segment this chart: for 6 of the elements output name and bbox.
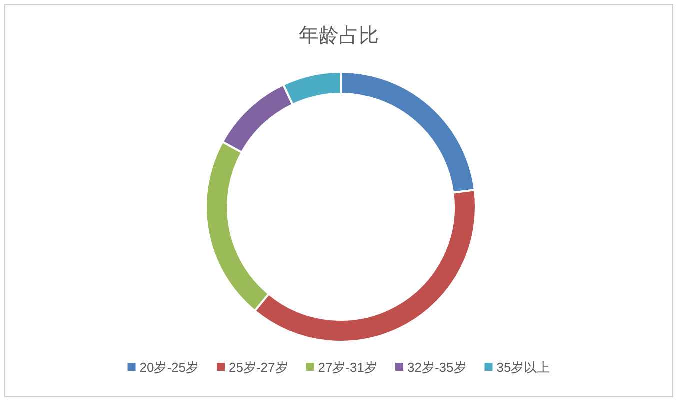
legend-label: 25岁-27岁 xyxy=(229,360,288,375)
legend-label: 27岁-31岁 xyxy=(318,360,378,375)
legend-label: 35岁以上 xyxy=(496,360,550,375)
chart-title: 年龄占比 xyxy=(299,25,379,47)
legend-label: 20岁-25岁 xyxy=(140,360,200,375)
legend-label: 32岁-35岁 xyxy=(408,360,467,375)
